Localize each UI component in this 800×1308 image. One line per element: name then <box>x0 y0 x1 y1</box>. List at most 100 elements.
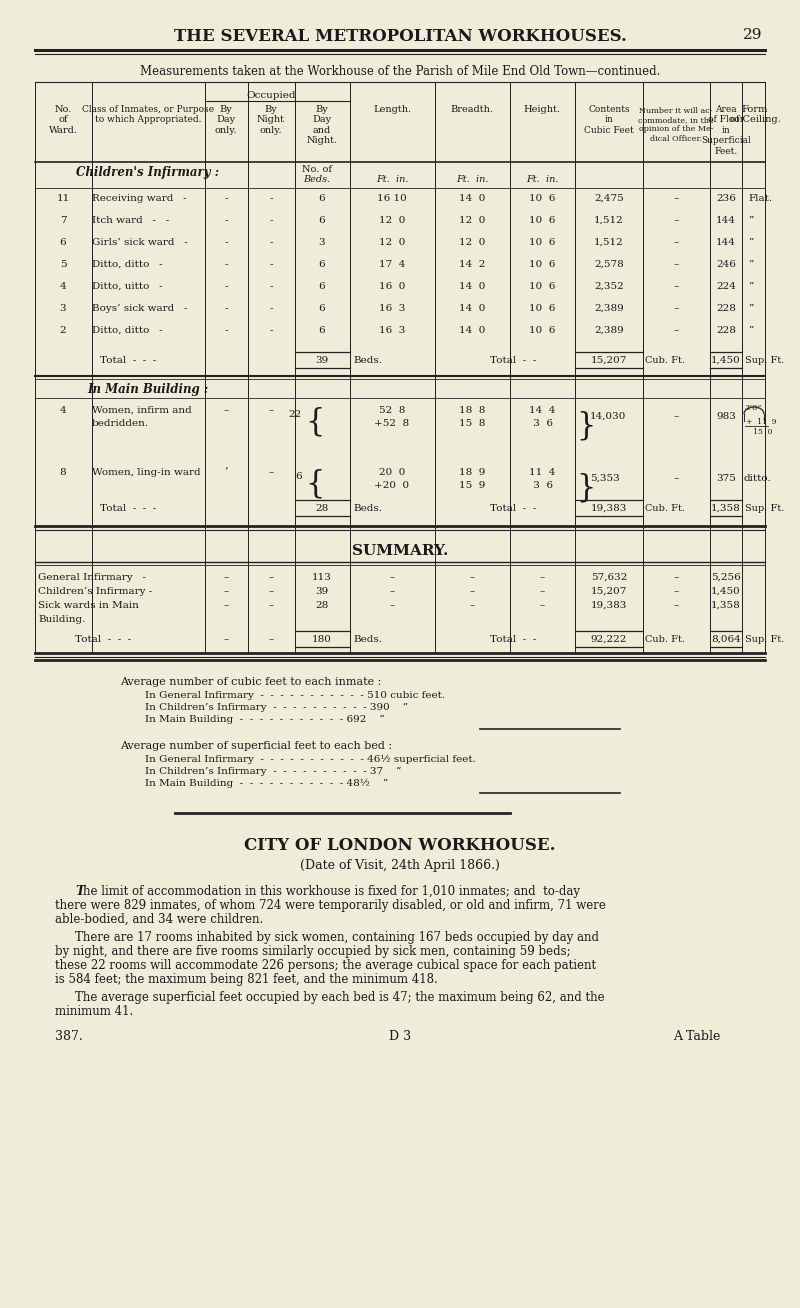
Text: Total  -  -: Total - - <box>490 356 536 365</box>
Text: 2: 2 <box>60 326 66 335</box>
Text: 14  2: 14 2 <box>459 260 485 269</box>
Text: -: - <box>224 303 228 313</box>
Text: }: } <box>576 472 595 504</box>
Text: In Main Building :: In Main Building : <box>87 383 209 396</box>
Text: 2,352: 2,352 <box>594 283 624 290</box>
Text: 14,030: 14,030 <box>590 412 626 421</box>
Text: Cub. Ft.: Cub. Ft. <box>645 356 685 365</box>
Text: –: – <box>470 600 474 610</box>
Text: Average number of cubic feet to each inmate :: Average number of cubic feet to each inm… <box>120 678 382 687</box>
Text: ”: ” <box>748 303 754 313</box>
Text: –: – <box>223 634 229 644</box>
Text: SUMMARY.: SUMMARY. <box>352 544 448 559</box>
Text: Cub. Ft.: Cub. Ft. <box>645 634 685 644</box>
Text: Measurements taken at the Workhouse of the Parish of Mile End Old Town—continued: Measurements taken at the Workhouse of t… <box>140 65 660 78</box>
Text: 14  0: 14 0 <box>459 303 485 313</box>
Text: THE SEVERAL METROPOLITAN WORKHOUSES.: THE SEVERAL METROPOLITAN WORKHOUSES. <box>174 27 626 44</box>
Text: –: – <box>539 587 545 596</box>
Text: 15  0: 15 0 <box>746 428 773 436</box>
Text: 1,358: 1,358 <box>711 600 741 610</box>
Text: –: – <box>268 634 274 644</box>
Text: In Children’s Infirmary  -  -  -  -  -  -  -  -  -  - 37    ”: In Children’s Infirmary - - - - - - - - … <box>145 766 402 776</box>
Text: No.
of
Ward.: No. of Ward. <box>49 105 78 135</box>
Text: A Table: A Table <box>673 1029 720 1042</box>
Text: 6: 6 <box>318 216 326 225</box>
Text: 12  0: 12 0 <box>459 238 485 247</box>
Text: 180: 180 <box>312 634 332 644</box>
Text: –: – <box>223 587 229 596</box>
Text: 5: 5 <box>60 260 66 269</box>
Text: 15,207: 15,207 <box>591 587 627 596</box>
Text: –: – <box>390 573 394 582</box>
Text: 2,475: 2,475 <box>594 194 624 203</box>
Text: {: { <box>305 468 324 498</box>
Text: Ditto, ditto   -: Ditto, ditto - <box>92 326 162 335</box>
Text: 983: 983 <box>716 412 736 421</box>
Text: Sup. Ft.: Sup. Ft. <box>745 356 784 365</box>
Text: 3: 3 <box>60 303 66 313</box>
Text: ditto.: ditto. <box>744 473 772 483</box>
Text: 144: 144 <box>716 216 736 225</box>
Text: 1,358: 1,358 <box>711 504 741 513</box>
Text: –: – <box>268 468 274 477</box>
Text: By
Day
only.: By Day only. <box>214 105 238 135</box>
Text: 1,450: 1,450 <box>711 587 741 596</box>
Text: Area
of Floor
in
Superficial
Feet.: Area of Floor in Superficial Feet. <box>701 105 751 156</box>
Text: 14  0: 14 0 <box>459 194 485 203</box>
Text: 144: 144 <box>716 238 736 247</box>
Text: Beds.: Beds. <box>353 504 382 513</box>
Text: minimum 41.: minimum 41. <box>55 1005 134 1018</box>
Text: 57,632: 57,632 <box>591 573 627 582</box>
Text: ”: ” <box>748 283 754 290</box>
Text: by night, and there are five rooms similarly occupied by sick men, containing 59: by night, and there are five rooms simil… <box>55 944 570 957</box>
Text: 6: 6 <box>318 283 326 290</box>
Text: 2,578: 2,578 <box>594 260 624 269</box>
Text: +52  8: +52 8 <box>374 419 410 428</box>
Text: Flat.: Flat. <box>748 194 772 203</box>
Text: T: T <box>75 886 84 899</box>
Text: 1,512: 1,512 <box>594 216 624 225</box>
Text: 228: 228 <box>716 326 736 335</box>
Text: 39: 39 <box>315 587 329 596</box>
Text: 52  8: 52 8 <box>379 405 405 415</box>
Text: Occupied: Occupied <box>246 92 296 99</box>
Text: –: – <box>674 238 678 247</box>
Text: Total  -  -  -: Total - - - <box>100 504 156 513</box>
Text: Women, infirm and: Women, infirm and <box>92 405 192 415</box>
Text: 10  6: 10 6 <box>529 238 555 247</box>
Text: 387.: 387. <box>55 1029 82 1042</box>
Text: 19,383: 19,383 <box>591 504 627 513</box>
Text: –: – <box>268 600 274 610</box>
Text: 6: 6 <box>318 326 326 335</box>
Text: ”: ” <box>748 260 754 269</box>
Text: Receiving ward   -: Receiving ward - <box>92 194 186 203</box>
Text: 6: 6 <box>295 472 302 481</box>
Text: 6: 6 <box>318 194 326 203</box>
Text: 5,353: 5,353 <box>590 473 620 483</box>
Text: Children's Infirmary :: Children's Infirmary : <box>77 166 219 179</box>
Text: General Infirmary   -: General Infirmary - <box>38 573 146 582</box>
Text: 228: 228 <box>716 303 736 313</box>
Text: Boys’ sick ward   -: Boys’ sick ward - <box>92 303 187 313</box>
Text: 16  3: 16 3 <box>379 303 405 313</box>
Text: Ditto, uitto   -: Ditto, uitto - <box>92 283 162 290</box>
Text: ”: ” <box>748 238 754 247</box>
Text: Ft.  in.: Ft. in. <box>456 175 488 184</box>
Text: 4: 4 <box>60 283 66 290</box>
Text: 10  6: 10 6 <box>529 283 555 290</box>
Text: 6: 6 <box>318 260 326 269</box>
Text: 18  8: 18 8 <box>459 405 485 415</box>
Text: 19,383: 19,383 <box>591 600 627 610</box>
Text: Contents
in
Cubic Feet: Contents in Cubic Feet <box>584 105 634 135</box>
Text: -: - <box>224 326 228 335</box>
Text: 15  8: 15 8 <box>459 419 485 428</box>
Text: 15,207: 15,207 <box>591 356 627 365</box>
Text: 39: 39 <box>315 356 329 365</box>
Text: –: – <box>223 573 229 582</box>
Text: 12  0: 12 0 <box>459 216 485 225</box>
Text: Height.: Height. <box>523 105 561 114</box>
Text: Women, l̇ing-in ward: Women, l̇ing-in ward <box>92 468 201 477</box>
Text: In General Infirmary  -  -  -  -  -  -  -  -  -  -  - 46½ superficial feet.: In General Infirmary - - - - - - - - - -… <box>145 755 476 764</box>
Text: –: – <box>223 600 229 610</box>
Text: D 3: D 3 <box>389 1029 411 1042</box>
